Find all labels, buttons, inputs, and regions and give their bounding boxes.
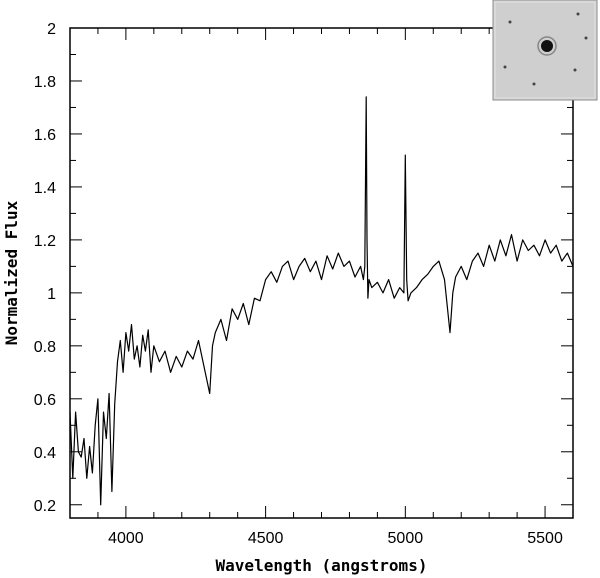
y-tick-label: 0.4 [34,445,56,462]
spectrum-line [69,96,574,506]
inset-star-faint [584,36,588,40]
x-tick-label: 4500 [248,530,284,547]
inset-star-faint [508,20,512,24]
axes: 4000 4500 5000 5500 0.2 0.4 0.6 0.8 1 1.2 1.4 1.6 1.… [2,21,574,575]
inset-star-faint [503,65,507,69]
plot-frame [69,27,574,519]
y-tick-label: 1.6 [34,127,56,144]
y-tick-label: 2 [47,21,56,38]
y-tick-label: 0.8 [34,339,56,356]
x-tick-label: 5000 [388,530,424,547]
plot-area [69,96,574,506]
y-axis-title: Normalized Flux [2,200,21,345]
y-tick-label: 0.6 [34,392,56,409]
inset-star-faint [576,12,580,16]
inset-star-faint [573,68,577,72]
y-tick-label: 0.2 [34,498,56,515]
inset-star-faint [532,82,536,86]
y-tick-label: 1.2 [34,233,56,250]
y-tick-label: 1.4 [34,180,56,197]
x-tick-label: 4000 [108,530,144,547]
inset-star-bright [541,40,553,52]
inset-star-halo [537,36,557,56]
inset-thumbnail [492,0,598,101]
x-axis-title: Wavelength (angstroms) [216,556,428,575]
y-tick-label: 1 [47,286,56,303]
x-tick-label: 5500 [527,530,563,547]
y-tick-label: 1.8 [34,74,56,91]
